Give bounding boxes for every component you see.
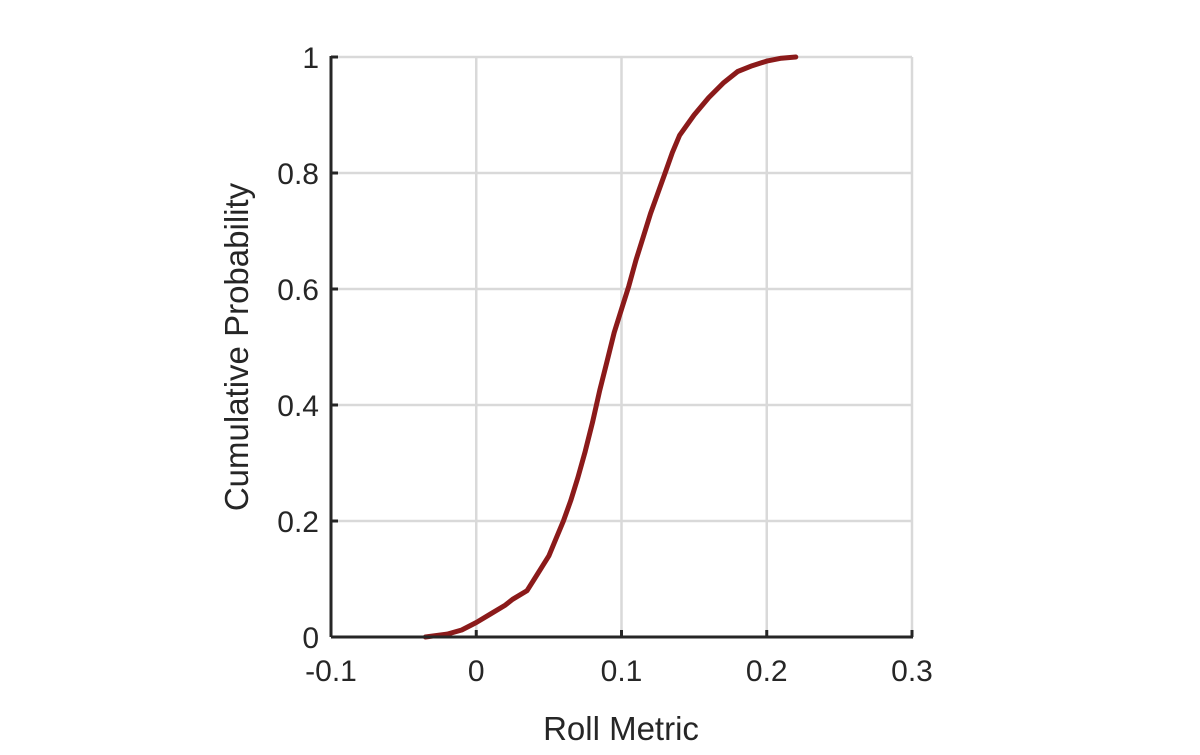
y-tick-labels: 0 0.2 0.4 0.6 0.8 1 xyxy=(277,42,319,655)
y-tick-label: 0.2 xyxy=(277,506,319,539)
y-tick-label: 0.4 xyxy=(277,390,319,423)
y-tick-label: 1 xyxy=(302,42,319,75)
x-tick-label: 0.2 xyxy=(746,655,788,688)
x-axis-title: Roll Metric xyxy=(543,710,699,747)
cdf-line xyxy=(422,54,799,640)
x-tick-label: 0 xyxy=(468,655,485,688)
x-tick-label: 0.1 xyxy=(601,655,643,688)
y-tick-label: 0.8 xyxy=(277,158,319,191)
x-tick-label: 0.3 xyxy=(891,655,933,688)
y-axis-title: Cumulative Probability xyxy=(218,182,255,511)
grid xyxy=(329,55,914,639)
x-tick-labels: -0.1 0 0.1 0.2 0.3 xyxy=(305,655,933,688)
x-tick-label: -0.1 xyxy=(305,655,357,688)
y-tick-label: 0.6 xyxy=(277,274,319,307)
axes xyxy=(329,55,914,639)
series-layer xyxy=(422,54,799,640)
y-tick-label: 0 xyxy=(302,622,319,655)
